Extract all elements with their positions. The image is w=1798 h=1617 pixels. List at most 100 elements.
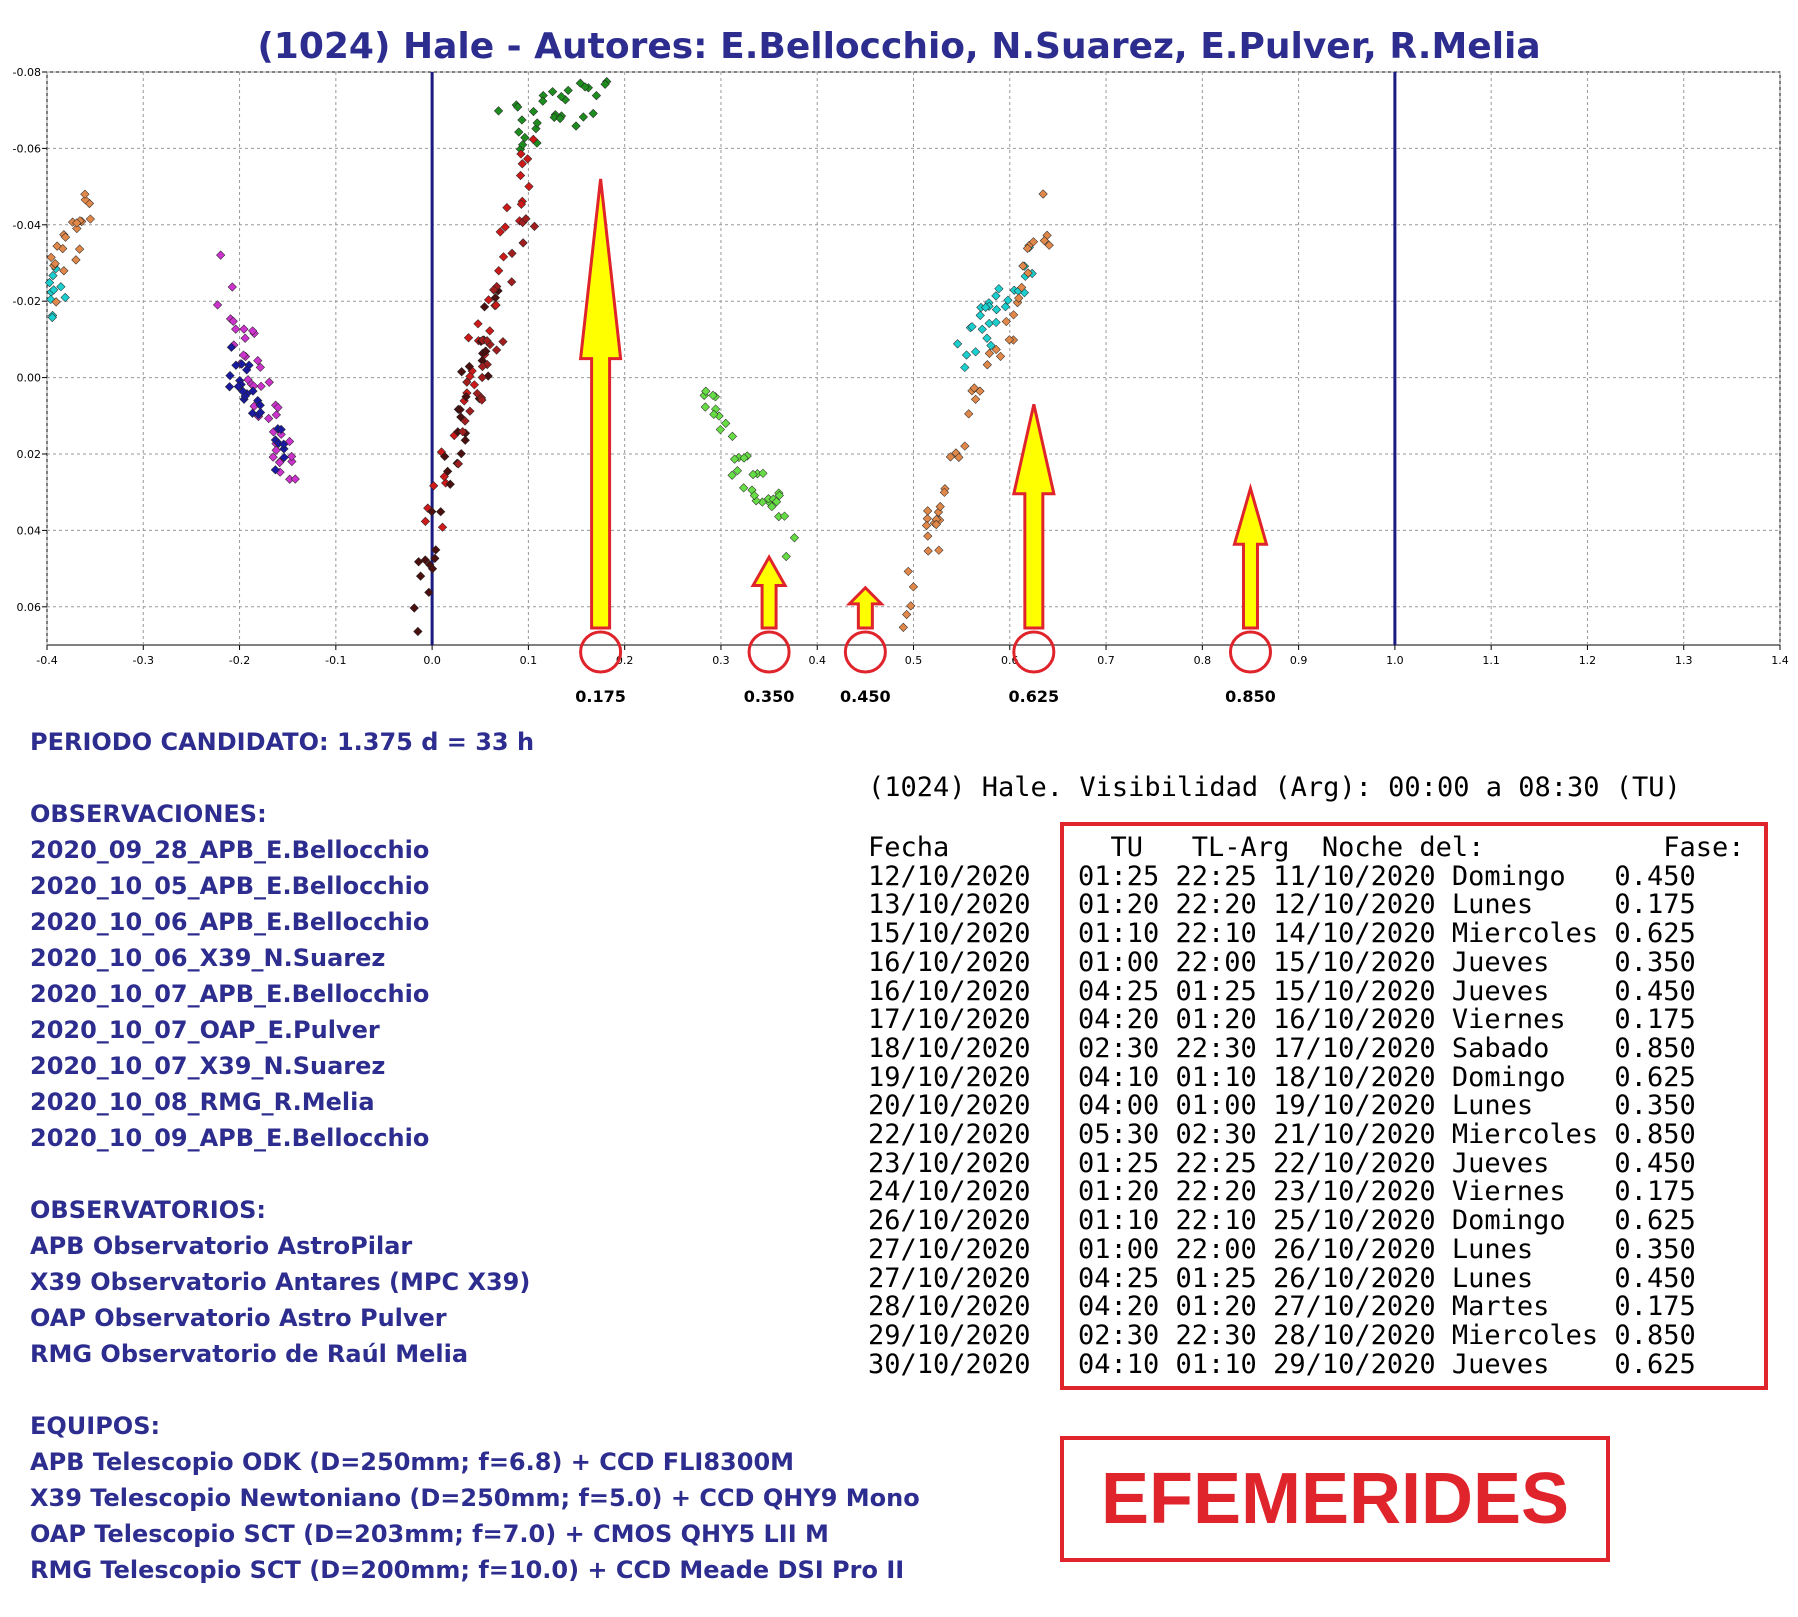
data-point	[460, 435, 470, 445]
data-point	[700, 402, 710, 412]
data-point	[1022, 243, 1033, 253]
phase-label: 0.850	[1225, 687, 1276, 706]
data-point	[231, 324, 241, 334]
data-point	[429, 481, 439, 491]
data-point	[460, 416, 470, 426]
data-point	[523, 154, 533, 164]
data-point	[60, 292, 70, 303]
data-point	[908, 582, 919, 592]
ephemeris-row: 04:10 01:10 18/10/2020 Domingo 0.625	[1078, 1061, 1696, 1093]
ephemeris-row: 04:20 01:20 27/10/2020 Martes 0.175	[1078, 1291, 1696, 1323]
ephemeris-row: 05:30 02:30 21/10/2020 Miercoles 0.850	[1078, 1119, 1696, 1151]
y-tick-label: 0.02	[17, 448, 42, 461]
data-point	[85, 214, 95, 224]
data-point	[255, 362, 265, 372]
data-point	[270, 465, 280, 475]
data-point	[420, 555, 430, 565]
equipo-item: APB Telescopio ODK (D=250mm; f=6.8) + CC…	[30, 1448, 795, 1476]
data-point	[748, 469, 758, 480]
data-point	[286, 451, 297, 462]
data-point	[547, 87, 558, 97]
data-point	[1028, 237, 1039, 247]
data-point	[248, 386, 258, 396]
data-point	[56, 282, 66, 292]
ephemeris-title: (1024) Hale. Visibilidad (Arg): 00:00 a …	[868, 772, 1681, 803]
data-point	[903, 566, 913, 577]
data-point	[469, 380, 479, 390]
x-tick-label: 0.1	[520, 654, 538, 667]
data-point	[491, 300, 501, 310]
data-point	[80, 189, 90, 199]
data-point	[528, 106, 539, 117]
data-point	[739, 453, 749, 463]
data-point	[226, 342, 237, 352]
data-point	[51, 297, 61, 307]
data-point	[532, 118, 542, 128]
data-point	[516, 199, 526, 209]
ephemeris-date-cell: 17/10/2020	[868, 1004, 1031, 1036]
data-point	[984, 348, 995, 358]
ephemeris-date-cell: 20/10/2020	[868, 1090, 1031, 1122]
data-point	[431, 545, 441, 555]
observacion-item: 2020_10_07_APB_E.Bellocchio	[30, 980, 430, 1008]
data-point	[781, 551, 791, 562]
data-point	[268, 452, 278, 462]
data-point	[279, 452, 289, 463]
observacion-item: 2020_10_09_APB_E.Bellocchio	[30, 1124, 430, 1152]
data-point	[216, 250, 226, 260]
data-point	[285, 474, 295, 484]
observatorio-item: APB Observatorio AstroPilar	[30, 1232, 413, 1260]
data-point	[520, 133, 530, 143]
data-point	[44, 278, 55, 288]
data-point	[538, 90, 548, 101]
data-point	[524, 181, 534, 192]
y-tick-label: -0.08	[13, 66, 41, 79]
data-point	[935, 502, 945, 512]
data-point	[80, 195, 90, 205]
observatorio-item: RMG Observatorio de Raúl Melia	[30, 1340, 469, 1368]
data-point	[1023, 268, 1033, 278]
chart-title: (1024) Hale - Autores: E.Bellocchio, N.S…	[257, 26, 1541, 67]
y-tick-label: 0.04	[17, 524, 42, 537]
data-point	[477, 395, 487, 405]
ephemeris-date-column: Fecha 12/10/2020 13/10/2020 15/10/2020 16/10…	[868, 833, 1031, 1379]
observacion-item: 2020_10_06_APB_E.Bellocchio	[30, 908, 430, 936]
data-point	[409, 603, 419, 613]
data-point	[440, 451, 450, 462]
data-point	[931, 519, 941, 530]
phase-arrow	[578, 178, 623, 630]
data-point	[290, 474, 300, 484]
data-point	[514, 127, 524, 137]
x-tick-label: 0.0	[423, 654, 441, 667]
data-point	[491, 345, 502, 355]
data-point	[1038, 189, 1048, 199]
phase-circle	[1228, 630, 1272, 674]
data-point	[414, 557, 424, 567]
data-point	[485, 326, 495, 336]
ephemeris-row: 01:20 22:20 23/10/2020 Viernes 0.175	[1078, 1176, 1696, 1208]
phase-circle	[1012, 630, 1056, 674]
data-point	[253, 356, 263, 366]
data-point	[994, 284, 1004, 294]
data-point	[50, 259, 60, 269]
data-point	[528, 134, 538, 144]
data-point	[789, 533, 800, 543]
data-point	[739, 483, 749, 493]
equipo-item: X39 Telescopio Newtoniano (D=250mm; f=5.…	[30, 1484, 920, 1512]
data-point	[424, 587, 434, 597]
ephemeris-date-cell: 12/10/2020	[868, 860, 1031, 892]
data-point	[960, 362, 970, 373]
data-point	[473, 319, 483, 329]
data-point	[991, 291, 1001, 301]
data-point	[708, 390, 718, 400]
data-point	[249, 401, 259, 411]
data-point	[513, 102, 523, 112]
data-point	[482, 336, 492, 346]
data-point	[984, 318, 994, 329]
data-point	[279, 439, 289, 449]
data-point	[49, 285, 59, 295]
data-point	[1039, 236, 1049, 246]
ephemeris-date-cell: 16/10/2020	[868, 975, 1031, 1007]
data-point	[939, 487, 949, 497]
data-point	[458, 427, 468, 437]
